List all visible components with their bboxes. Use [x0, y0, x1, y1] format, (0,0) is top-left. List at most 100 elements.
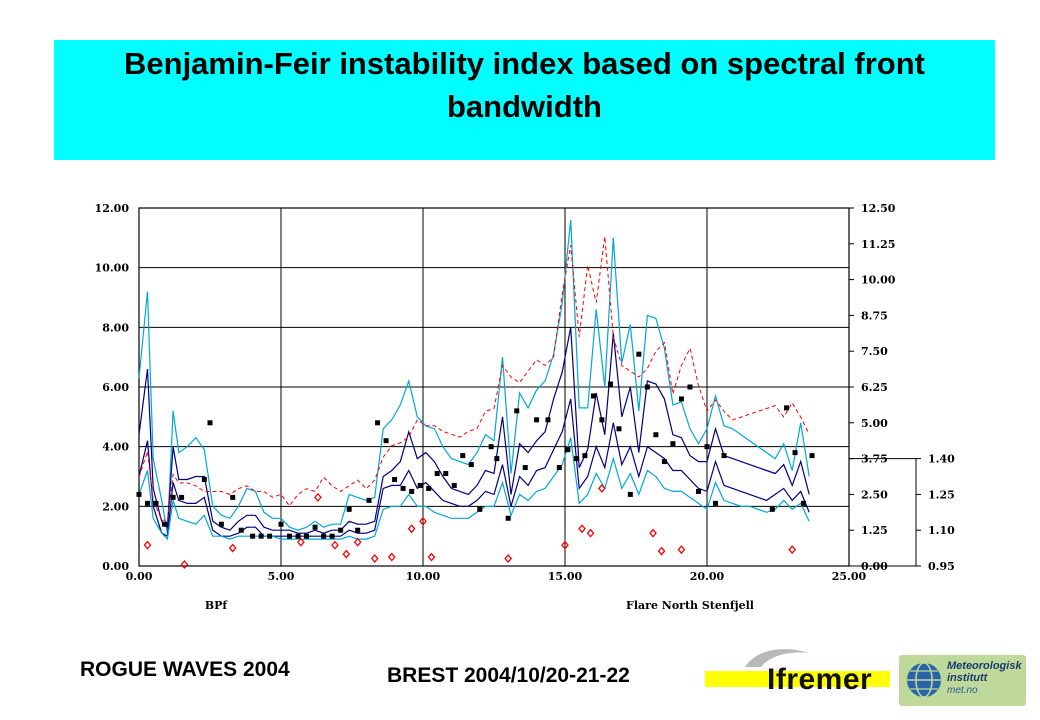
square-marker: [801, 500, 807, 506]
x-tick-label: 20.00: [690, 570, 725, 583]
square-marker: [522, 465, 528, 471]
square-marker: [784, 405, 790, 411]
square-marker: [713, 500, 719, 506]
y3-tick-label: 1.25: [928, 488, 955, 501]
square-marker: [250, 533, 256, 539]
diamond-marker: [419, 516, 427, 526]
ifremer-logo: Ifremer: [705, 645, 890, 696]
square-marker: [514, 408, 520, 414]
square-marker: [573, 456, 579, 462]
slide-title: Benjamin-Feir instability index based on…: [54, 42, 995, 128]
square-marker: [355, 527, 361, 533]
square-marker: [678, 396, 684, 402]
square-marker: [409, 488, 415, 494]
square-marker: [590, 393, 596, 399]
y3-tick-label: 0.95: [928, 560, 955, 573]
diamond-marker: [143, 540, 152, 550]
square-marker: [534, 417, 540, 423]
square-marker: [366, 497, 372, 503]
square-marker: [792, 450, 798, 456]
diamond-marker: [314, 492, 322, 502]
diamond-marker: [387, 552, 396, 562]
square-marker: [287, 533, 293, 539]
y2-tick-label: 0.00: [861, 560, 888, 573]
square-marker: [565, 447, 571, 453]
ifremer-wordmark: Ifremer: [767, 663, 873, 696]
square-marker: [451, 482, 457, 488]
square-marker: [179, 494, 185, 500]
square-marker: [267, 533, 273, 539]
square-marker: [230, 494, 236, 500]
diamond-marker: [427, 552, 436, 562]
metno-logo: Meteorologisk institutt met.no: [899, 655, 1026, 706]
square-marker: [153, 500, 159, 506]
diamond-marker: [677, 545, 686, 555]
square-marker: [443, 471, 449, 477]
square-marker: [769, 506, 775, 512]
y2-tick-label: 12.50: [861, 202, 896, 215]
square-marker: [383, 438, 389, 444]
square-marker: [505, 515, 511, 521]
square-marker: [582, 453, 588, 459]
y-tick-label: 2.00: [102, 500, 129, 513]
square-marker: [599, 417, 605, 423]
metno-line-3: met.no: [947, 685, 978, 696]
square-marker: [375, 420, 381, 426]
square-marker: [392, 476, 398, 482]
series-line-cyan-upper: [138, 219, 810, 534]
square-marker: [616, 426, 622, 432]
series-line-red-dashed: [138, 236, 810, 521]
y-tick-label: 0.00: [102, 560, 129, 573]
y-tick-label: 4.00: [102, 441, 129, 454]
diamond-marker: [407, 524, 416, 534]
title-banner: Benjamin-Feir instability index based on…: [54, 40, 995, 160]
diamond-marker: [297, 537, 305, 547]
x-tick-label: 15.00: [548, 570, 583, 583]
y-tick-label: 10.00: [95, 262, 130, 275]
square-marker: [417, 482, 423, 488]
title-line-1: Benjamin-Feir instability index based on…: [124, 46, 925, 81]
square-marker: [809, 453, 815, 459]
square-marker: [545, 417, 551, 423]
square-marker: [670, 441, 676, 447]
square-marker: [636, 351, 642, 357]
y-tick-label: 6.00: [102, 381, 129, 394]
y2-tick-label: 11.25: [861, 238, 895, 251]
square-marker: [704, 444, 710, 450]
square-marker: [312, 524, 318, 530]
square-marker: [258, 533, 264, 539]
diamond-marker: [180, 560, 189, 570]
series-line-navy-lower: [138, 398, 810, 538]
diamond-marker: [331, 540, 339, 550]
square-marker: [400, 485, 406, 491]
square-marker: [460, 453, 466, 459]
series-line-cyan-lower: [138, 437, 810, 541]
diamond-marker: [578, 524, 586, 534]
square-marker: [556, 465, 562, 471]
square-marker: [238, 527, 244, 533]
y2-tick-label: 8.75: [861, 309, 888, 322]
metno-line-2: institutt: [947, 672, 988, 684]
square-marker: [426, 485, 432, 491]
square-marker: [653, 432, 659, 438]
y3-tick-label: 1.40: [928, 453, 955, 466]
square-marker: [468, 462, 474, 468]
square-marker: [346, 506, 352, 512]
square-marker: [644, 384, 650, 390]
square-marker: [434, 471, 440, 477]
globe-icon: [907, 662, 941, 698]
y2-tick-label: 3.75: [861, 453, 888, 466]
square-marker: [136, 491, 142, 497]
square-marker: [321, 533, 327, 539]
series-line-navy-upper: [138, 327, 810, 534]
square-marker: [207, 420, 213, 426]
square-marker: [218, 521, 224, 527]
square-marker: [607, 381, 613, 387]
y2-tick-label: 10.00: [861, 274, 896, 287]
x-tick-label: 0.00: [126, 570, 153, 583]
diamond-marker: [561, 540, 569, 550]
diamond-marker: [370, 554, 379, 564]
bfi-chart: 0.00 2.00 4.00 6.00 8.00 10.00 12.00 0.00 5.00 10…: [95, 202, 956, 612]
y2-tick-label: 1.25: [861, 524, 888, 537]
square-marker: [170, 494, 176, 500]
